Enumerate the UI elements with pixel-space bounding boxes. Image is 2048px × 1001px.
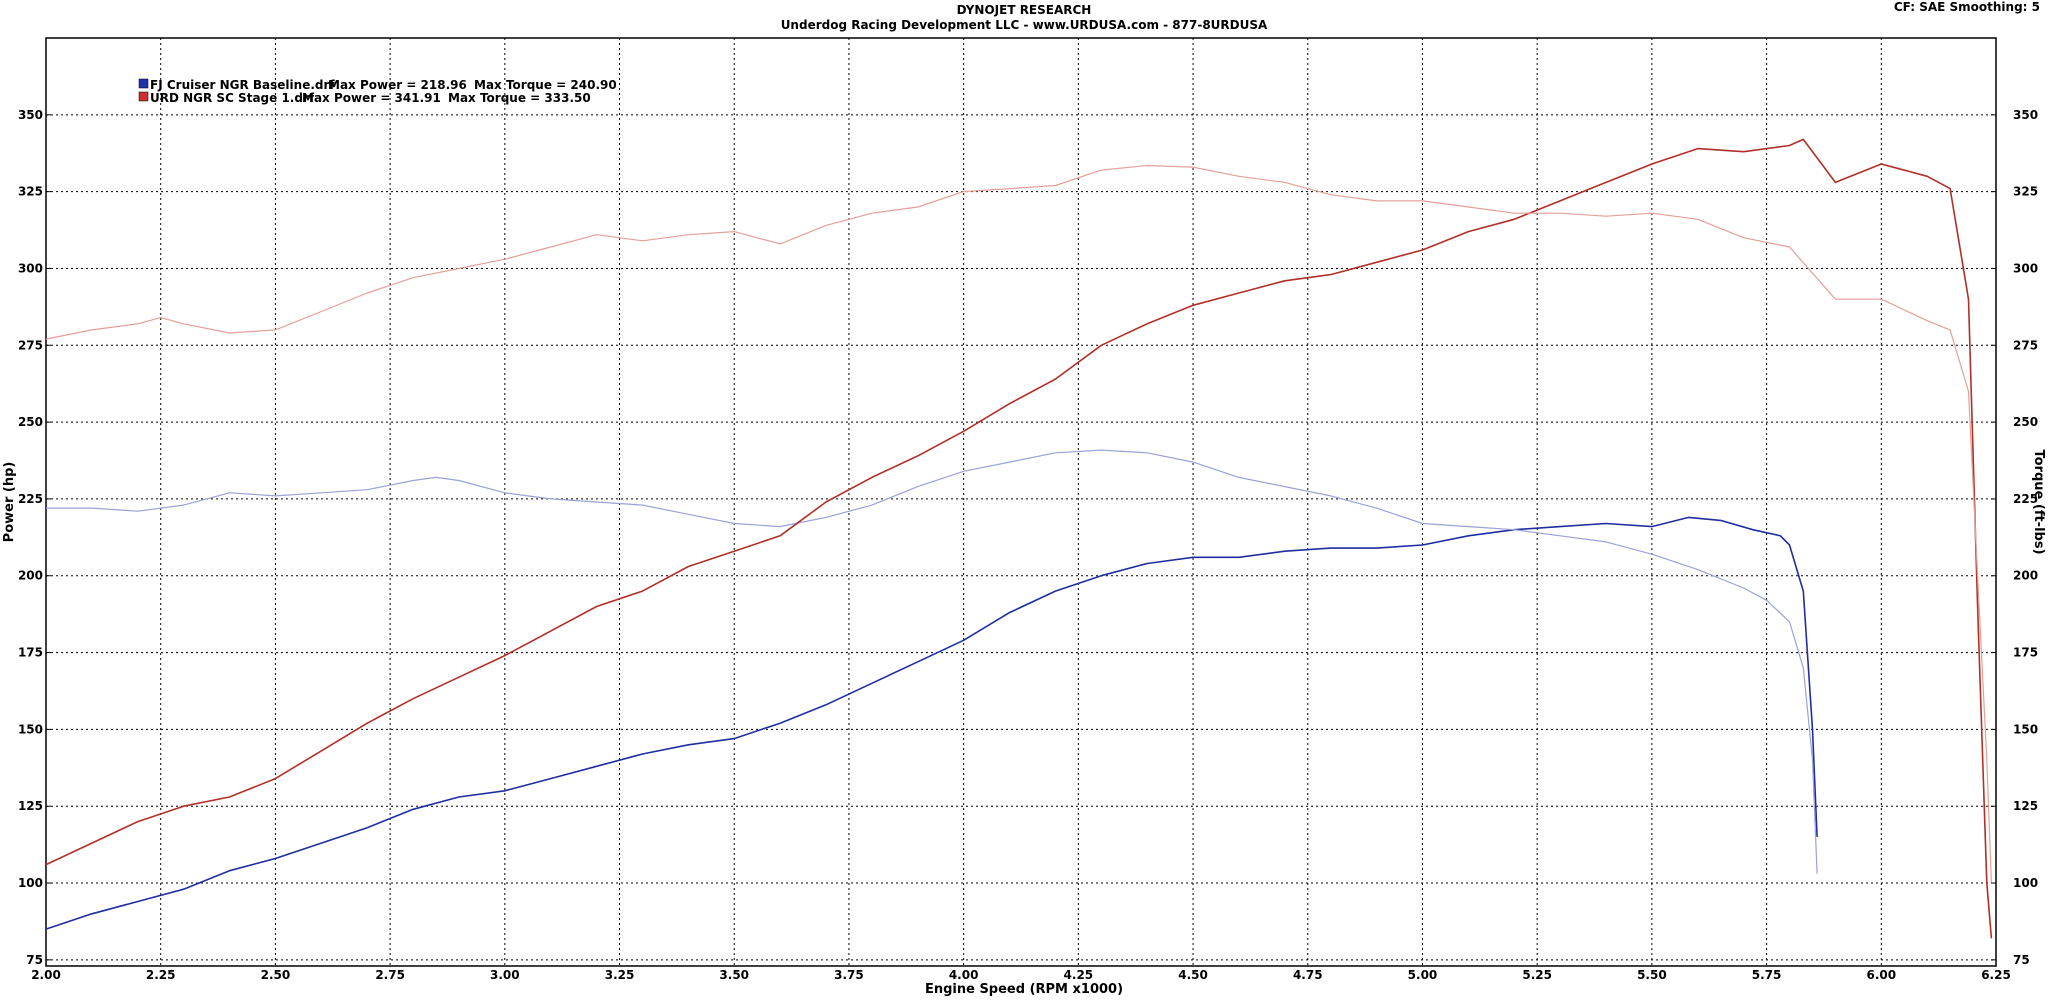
x-tick-label: 4.50: [1178, 968, 1208, 982]
y-tick-label-left: 225: [18, 492, 43, 506]
y-axis-title-left: Power (hp): [2, 462, 17, 543]
x-tick-label: 3.75: [834, 968, 864, 982]
y-tick-label-left: 150: [18, 722, 43, 736]
y-tick-label-left: 200: [18, 569, 43, 583]
y-tick-label-right: 200: [2013, 569, 2038, 583]
legend-max-power-stage1: Max Power = 341.91: [302, 91, 441, 105]
y-tick-label-right: 100: [2013, 876, 2038, 890]
x-tick-label: 4.75: [1293, 968, 1323, 982]
legend-max-torque-stage1: Max Torque = 333.50: [448, 91, 591, 105]
legend-file-stage1: URD NGR SC Stage 1.drf: [150, 91, 315, 105]
grid: [46, 38, 1996, 966]
x-tick-label: 6.00: [1866, 968, 1896, 982]
x-tick-label: 3.00: [490, 968, 520, 982]
x-axis-title: Engine Speed (RPM x1000): [925, 982, 1123, 997]
y-tick-label-left: 350: [18, 108, 43, 122]
y-tick-label-right: 150: [2013, 722, 2038, 736]
legend-swatch-stage1: [138, 91, 149, 102]
x-tick-label: 5.75: [1752, 968, 1782, 982]
series-group: [45, 138, 1993, 939]
y-tick-label-right: 275: [2013, 338, 2038, 352]
y-tick-label-left: 100: [18, 876, 43, 890]
stage1-torque-line: [45, 164, 1992, 884]
x-tick-label: 5.00: [1408, 968, 1438, 982]
x-tick-label: 4.00: [949, 968, 979, 982]
y-tick-label-left: 75: [26, 953, 43, 967]
chart-title: DYNOJET RESEARCH: [957, 3, 1092, 17]
y-tick-label-left: 175: [18, 646, 43, 660]
legend: FJ Cruiser NGR Baseline.drf Max Power = …: [138, 78, 617, 105]
x-tick-label: 3.25: [605, 968, 635, 982]
y-tick-label-right: 250: [2013, 415, 2038, 429]
x-tick-label: 3.50: [719, 968, 749, 982]
x-tick-label: 2.50: [261, 968, 291, 982]
y-tick-label-right: 75: [2013, 953, 2030, 967]
x-tick-label: 2.00: [31, 968, 61, 982]
y-tick-label-right: 300: [2013, 261, 2038, 275]
x-tick-label: 6.25: [1981, 968, 2011, 982]
y-tick-label-right: 175: [2013, 646, 2038, 660]
plot-frame: [45, 37, 1997, 967]
y-tick-label-left: 300: [18, 261, 43, 275]
x-tick-label: 2.25: [146, 968, 176, 982]
y-tick-label-left: 325: [18, 185, 43, 199]
chart-subtitle: Underdog Racing Development LLC - www.UR…: [781, 18, 1268, 32]
x-tick-label: 5.25: [1522, 968, 1552, 982]
y-tick-label-right: 125: [2013, 799, 2038, 813]
x-tick-label: 5.50: [1637, 968, 1667, 982]
x-tick-label: 4.25: [1064, 968, 1094, 982]
baseline-power-line: [45, 516, 1818, 930]
y-tick-label-left: 275: [18, 338, 43, 352]
legend-max-torque-baseline: Max Torque = 240.90: [474, 78, 617, 92]
y-tick-label-right: 225: [2013, 492, 2038, 506]
y-tick-label-left: 125: [18, 799, 43, 813]
y-tick-label-left: 250: [18, 415, 43, 429]
legend-max-power-baseline: Max Power = 218.96: [328, 78, 467, 92]
settings-label: CF: SAE Smoothing: 5: [1894, 0, 2040, 14]
stage1-power-line: [45, 138, 1993, 939]
legend-file-baseline: FJ Cruiser NGR Baseline.drf: [150, 78, 335, 92]
legend-swatch-baseline: [138, 78, 149, 89]
x-tick-label: 2.75: [375, 968, 405, 982]
baseline-torque-line: [46, 449, 1818, 874]
tick-labels: 2.00 2.25 2.50 2.75 3.00 3.25 3.50 3.75 4.00 4.25…: [18, 108, 2038, 982]
y-tick-label-right: 325: [2013, 185, 2038, 199]
y-tick-label-right: 350: [2013, 108, 2038, 122]
y-axis-title-right: Torque (ft-lbs): [2031, 449, 2046, 554]
